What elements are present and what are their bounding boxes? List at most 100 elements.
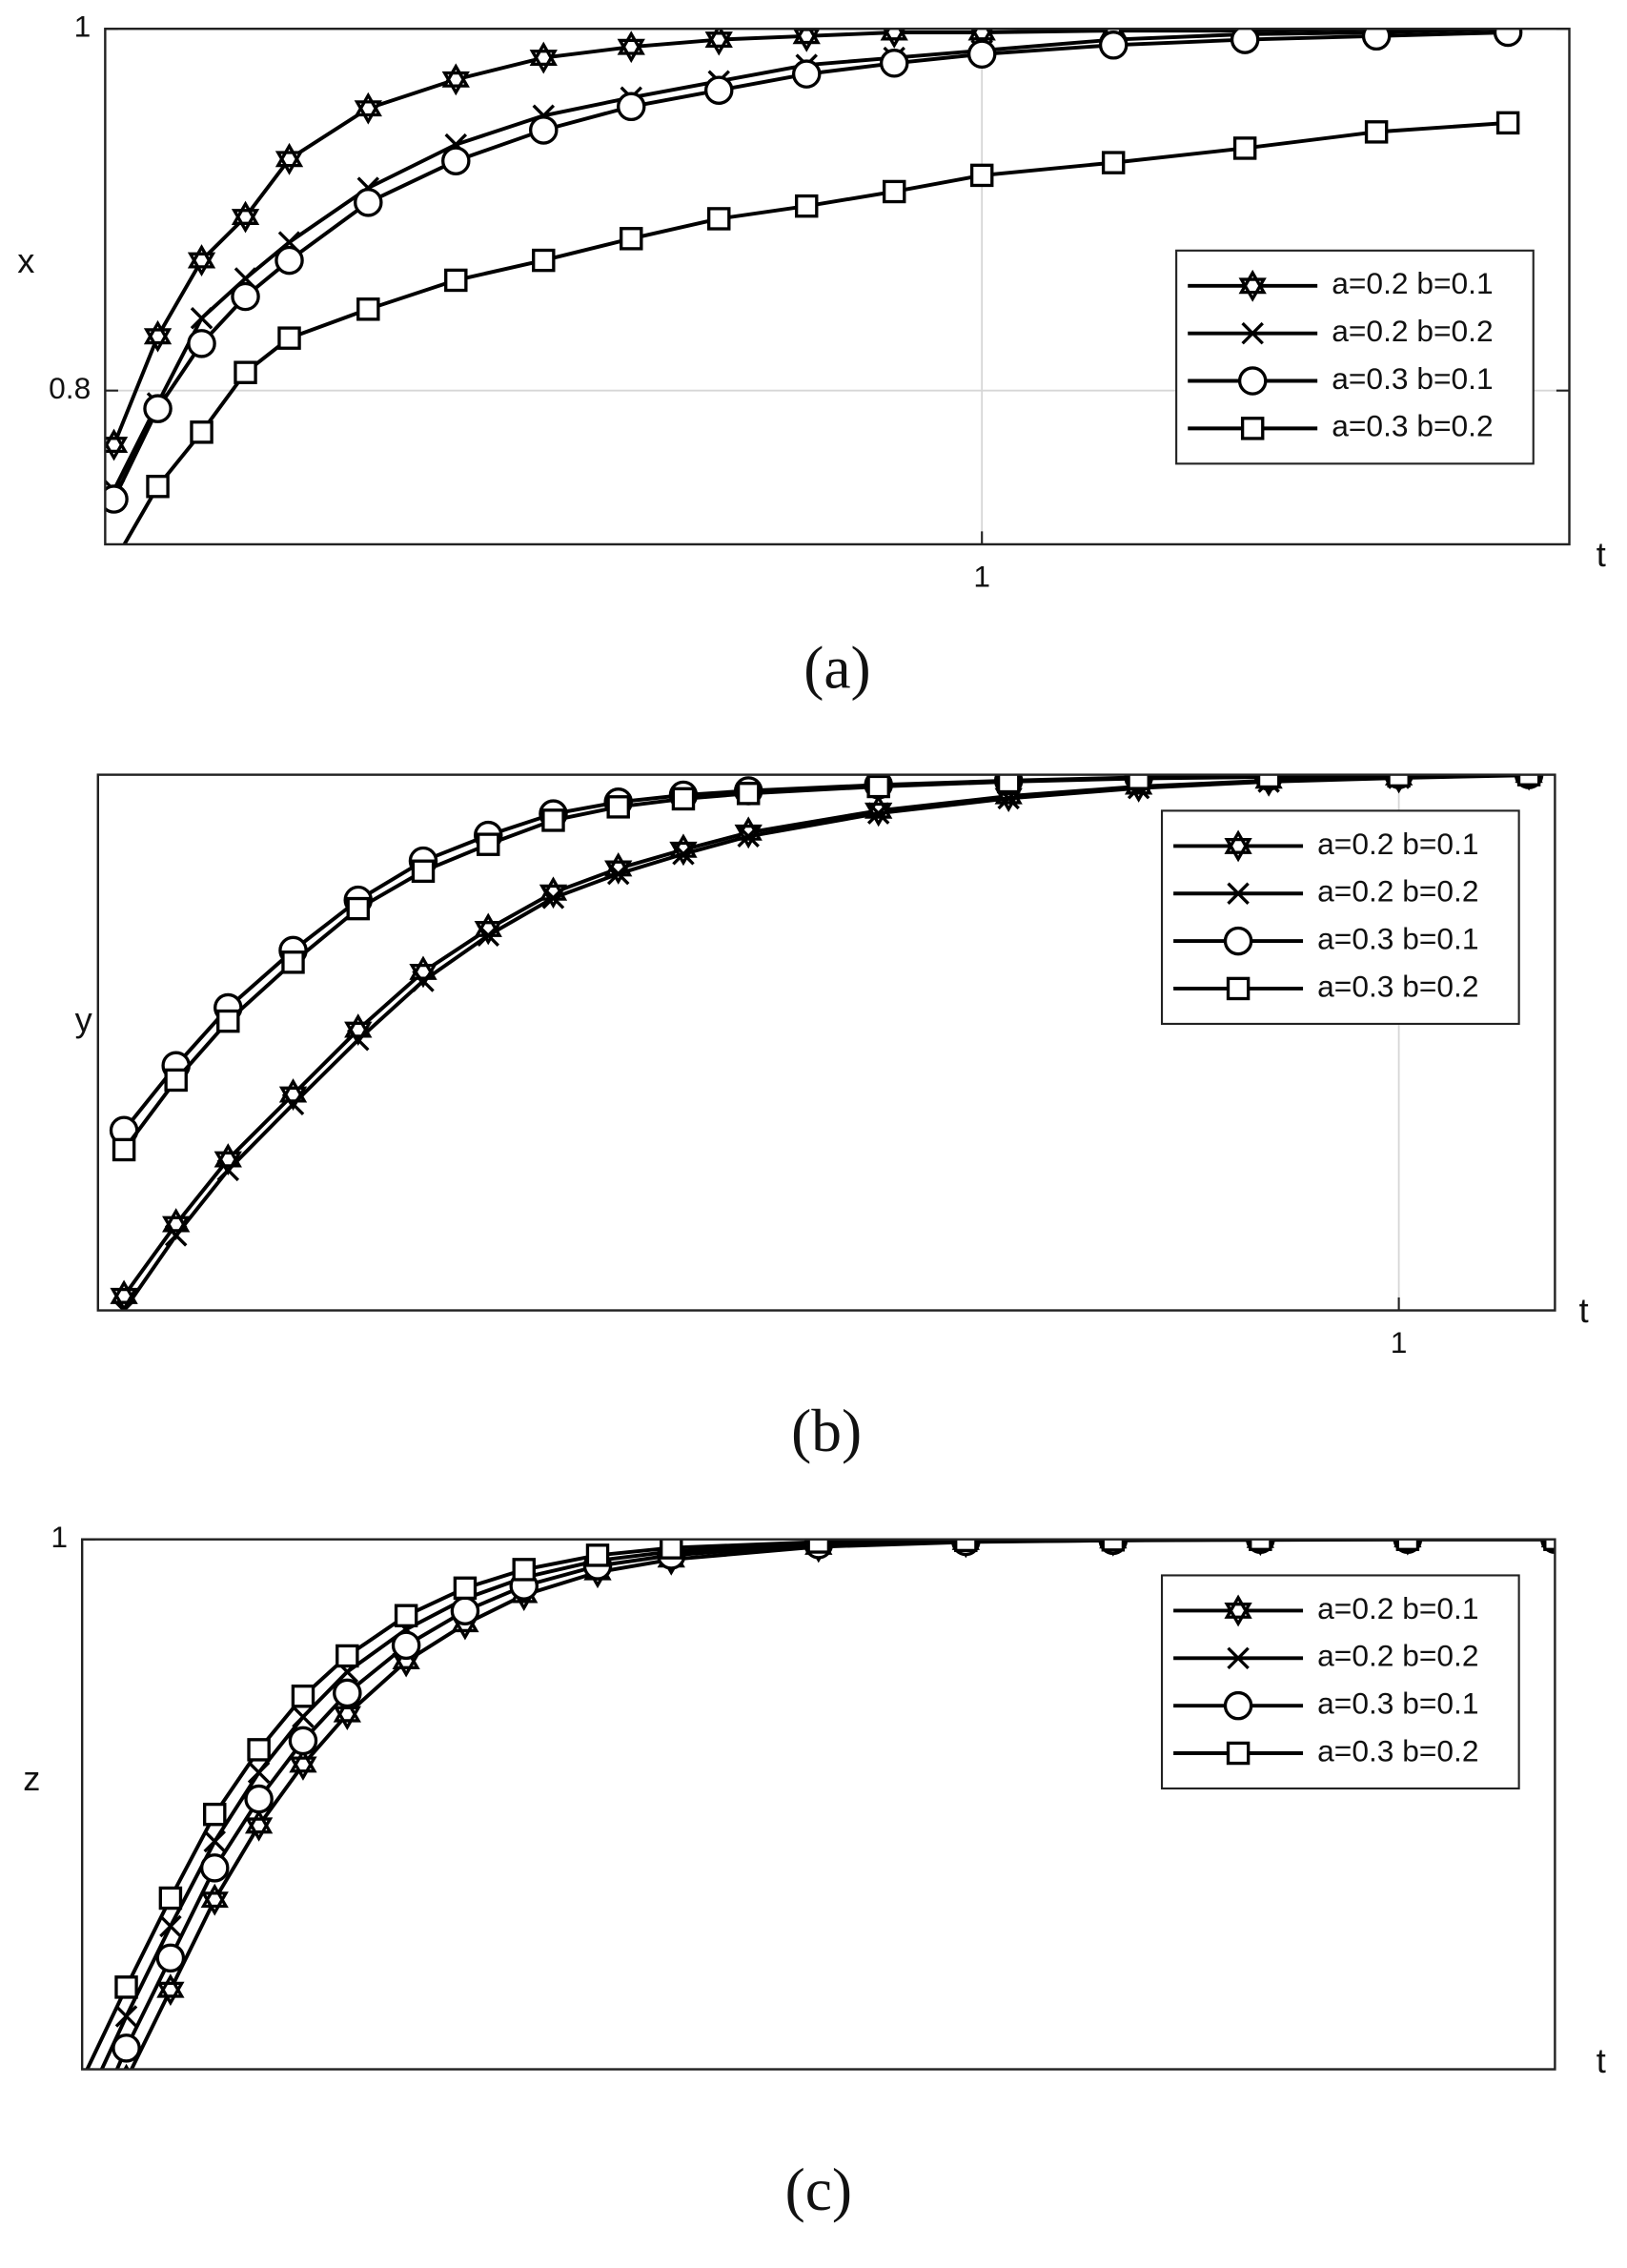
legend-label: a=0.3 b=0.1 [1317,921,1478,955]
axes-frame [96,773,1556,1312]
marker [411,859,436,884]
marker [1495,111,1520,135]
marker [1249,1539,1272,1551]
marker [806,1539,831,1554]
marker [247,1761,271,1785]
marker [187,244,216,276]
marker [105,428,129,461]
marker [164,1224,188,1247]
legend-label: a=0.3 b=0.1 [1332,361,1493,396]
marker [143,319,173,353]
marker [234,360,257,384]
marker [1238,269,1267,302]
marker [231,281,260,312]
marker [882,179,906,204]
y-axis-label: z [23,1759,40,1798]
plot-area [105,29,1523,544]
marker [143,394,173,423]
marker [606,862,630,886]
marker [199,1853,230,1883]
marker [216,1009,240,1033]
marker [1543,1539,1556,1551]
legend-label: a=0.2 b=0.2 [1332,314,1493,348]
marker [606,795,630,819]
y-tick-label: 0.8 [49,371,91,405]
marker [1237,366,1268,396]
marker [453,1576,478,1601]
marker [200,1883,229,1916]
marker [441,63,470,96]
legend-label: a=0.3 b=0.1 [1317,1686,1478,1721]
marker [1227,1646,1250,1670]
y-tick-label: 1 [74,10,92,44]
legend-label: a=0.2 b=0.2 [1317,1639,1478,1673]
marker [1226,1741,1251,1766]
marker [969,163,994,188]
marker [281,1093,305,1115]
legend-label: a=0.2 b=0.1 [1317,827,1478,861]
marker [336,1644,359,1668]
marker [704,29,733,56]
axes-frame [80,1538,1556,2071]
marker [333,1698,361,1731]
marker [671,787,696,811]
marker [1232,136,1257,160]
marker [333,1678,362,1708]
x-axis-label: t [1596,535,1606,574]
marker [244,1808,274,1842]
marker [529,115,559,145]
marker [1240,417,1265,440]
caption: (a) [803,633,870,701]
marker [203,1802,227,1827]
marker [187,329,216,358]
marker [512,1558,536,1582]
marker [164,1068,188,1093]
marker [1493,29,1523,48]
marker [155,1943,186,1973]
marker [190,420,214,444]
plot-area [109,774,1544,1311]
marker [156,1973,185,2007]
marker [1098,31,1129,60]
marker [450,1596,480,1625]
marker [247,1738,271,1762]
marker [703,75,734,105]
marker [291,1684,315,1708]
marker [346,896,370,921]
marker [444,268,468,293]
marker [529,41,558,74]
marker [1101,151,1126,174]
marker [736,782,761,806]
legend-label: a=0.3 b=0.2 [1317,1733,1478,1767]
marker [1223,1690,1253,1721]
x-axis-label: t [1579,1291,1589,1330]
marker [866,802,890,825]
marker [707,207,731,231]
marker [791,59,822,89]
marker [620,227,643,251]
marker [617,92,646,122]
marker [1223,926,1253,956]
marker [292,1706,315,1728]
marker [1226,976,1251,1001]
legend-label: a=0.3 b=0.2 [1317,969,1478,1003]
marker [441,146,471,175]
marker [866,774,890,799]
legend-label: a=0.2 b=0.2 [1317,874,1478,909]
marker [190,307,214,330]
marker [1395,1539,1420,1551]
marker [105,484,129,514]
marker [394,1604,418,1627]
x-axis-label: t [1596,2041,1606,2080]
marker [617,31,645,64]
marker [412,970,435,992]
marker [281,950,305,974]
marker [203,1829,226,1853]
caption: (c) [785,2156,852,2223]
axes-frame [104,28,1571,546]
marker [391,1630,421,1661]
marker [1364,120,1389,144]
marker [1516,774,1541,787]
marker [541,887,565,909]
